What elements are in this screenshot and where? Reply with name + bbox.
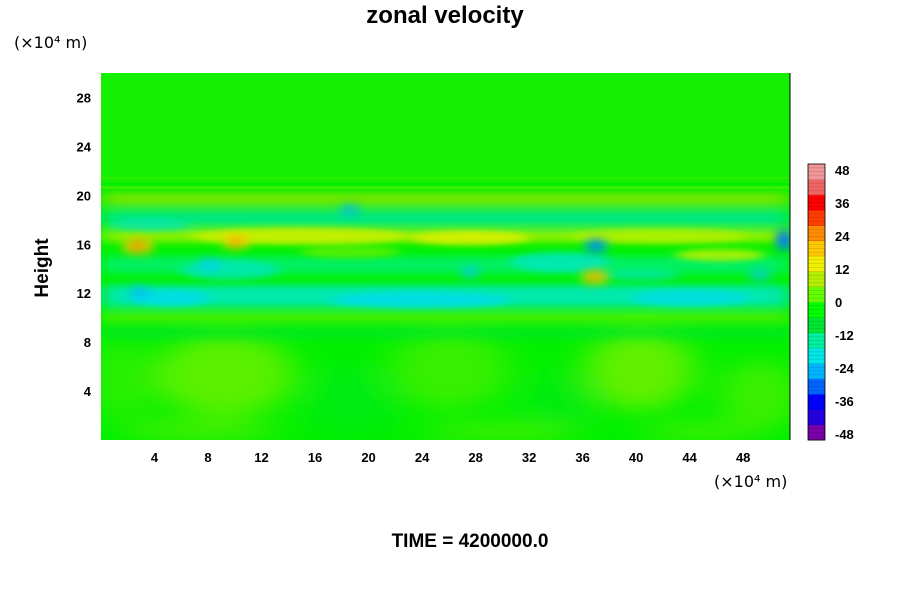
colorbar-tick-label: 48 — [835, 163, 849, 178]
heatmap-plot-area — [101, 73, 790, 440]
y-tick-label: 4 — [84, 384, 92, 399]
colorbar-tick-label: 24 — [835, 229, 850, 244]
x-tick-label: 44 — [682, 450, 697, 465]
colorbar-tick-label: -48 — [835, 427, 854, 442]
x-tick-label: 4 — [151, 450, 159, 465]
colorbar-tick-label: -36 — [835, 394, 854, 409]
colorbar-tick-label: -12 — [835, 328, 854, 343]
colorbar-segment — [808, 317, 825, 334]
y-tick-label: 12 — [77, 286, 91, 301]
colorbar-segment — [808, 256, 825, 272]
colorbar — [807, 163, 826, 441]
y-axis-unit: (×10⁴ m) — [14, 33, 88, 52]
y-tick-label: 28 — [77, 90, 91, 105]
x-tick-label: 48 — [736, 450, 750, 465]
colorbar-segment — [808, 240, 825, 257]
colorbar-segment — [808, 394, 825, 410]
colorbar-segment — [808, 225, 825, 242]
y-tick-label: 16 — [77, 237, 91, 252]
colorbar-segment — [808, 348, 825, 364]
colorbar-tick-label: -24 — [835, 361, 855, 376]
colorbar-tick-label: 12 — [835, 262, 849, 277]
y-tick-label: 24 — [77, 139, 92, 154]
colorbar-border — [807, 163, 826, 441]
colorbar-segment — [808, 332, 825, 349]
y-tick-label: 20 — [77, 188, 91, 203]
x-tick-label: 16 — [308, 450, 322, 465]
x-tick-label: 12 — [254, 450, 268, 465]
colorbar-segment — [808, 194, 825, 211]
colorbar-segment — [808, 210, 825, 226]
colorbar-ticks: 48 36 24 12 0 -12 -24 -36 -48 — [835, 163, 855, 442]
colorbar-segment — [808, 302, 825, 318]
colorbar-segment — [808, 409, 825, 426]
x-tick-label: 36 — [575, 450, 589, 465]
x-tick-label: 28 — [468, 450, 482, 465]
x-axis-ticks: 4 8 12 16 20 24 28 32 36 40 44 48 — [151, 450, 751, 465]
time-label: TIME = 4200000.0 — [391, 531, 549, 552]
colorbar-tick-label: 36 — [835, 196, 849, 211]
x-tick-label: 20 — [361, 450, 375, 465]
colorbar-segment — [808, 179, 825, 196]
y-axis-ticks: 4 8 12 16 20 24 28 — [77, 90, 92, 399]
colorbar-segment — [808, 363, 825, 380]
colorbar-tick-label: 0 — [835, 295, 842, 310]
x-axis-unit: (×10⁴ m) — [714, 472, 788, 491]
colorbar-segment — [808, 424, 825, 441]
x-tick-label: 40 — [629, 450, 643, 465]
x-tick-label: 32 — [522, 450, 536, 465]
chart-title: zonal velocity — [366, 2, 524, 29]
colorbar-segment — [808, 271, 825, 288]
colorbar-segment — [808, 378, 825, 395]
y-tick-label: 8 — [84, 335, 91, 350]
colorbar-segment — [808, 164, 825, 180]
x-tick-label: 8 — [204, 450, 211, 465]
colorbar-segment — [808, 286, 825, 303]
x-tick-label: 24 — [415, 450, 430, 465]
